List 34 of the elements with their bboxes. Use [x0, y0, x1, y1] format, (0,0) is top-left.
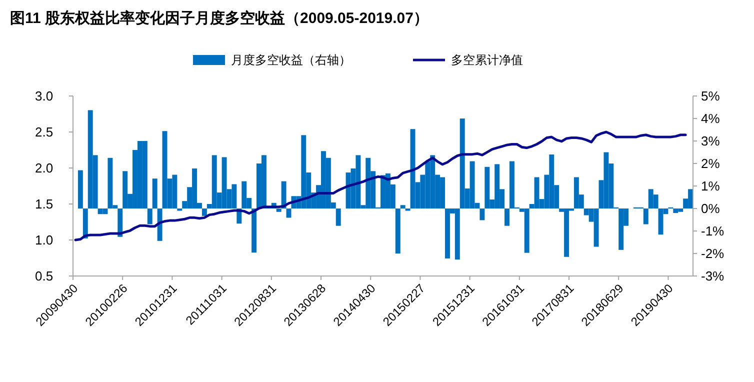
bar — [480, 208, 485, 220]
chart-title: 图11 股东权益比率变化因子月度多空收益（2009.05-2019.07） — [10, 9, 428, 27]
y2-tick-label: 0% — [701, 201, 720, 216]
y-tick-label: 2.5 — [35, 124, 54, 140]
bar — [118, 208, 123, 237]
y2-tick-label: 2% — [701, 156, 720, 172]
bar — [152, 178, 158, 208]
y-tick-label: 2.0 — [35, 160, 54, 176]
bar — [82, 208, 88, 238]
y2-tick-label: 1% — [701, 178, 720, 194]
y2-tick-label: 3% — [701, 134, 720, 149]
y2-tick-label: 5% — [701, 88, 720, 104]
bar — [157, 208, 162, 241]
bar — [395, 208, 400, 254]
bar — [202, 208, 207, 216]
bar — [643, 208, 648, 224]
y2-tick-label: -1% — [701, 224, 725, 239]
legend-label: 月度多空收益（右轴） — [231, 53, 351, 68]
bar — [276, 208, 282, 212]
bar — [336, 208, 341, 226]
y-tick-label: 0.5 — [35, 268, 54, 284]
bar — [78, 170, 83, 208]
y2-tick-label: 4% — [701, 111, 720, 126]
bar — [504, 208, 510, 226]
bar — [252, 208, 257, 253]
bar — [147, 208, 152, 224]
bar — [400, 205, 406, 208]
line-series — [74, 130, 687, 242]
y-tick-label: 1.0 — [35, 232, 54, 248]
y-tick-label: 3.0 — [35, 88, 54, 104]
legend-label: 多空累计净值 — [451, 53, 523, 68]
y2-tick-label: -2% — [701, 246, 725, 262]
y2-tick-label: -3% — [701, 268, 725, 284]
y-tick-label: 1.5 — [35, 196, 54, 212]
